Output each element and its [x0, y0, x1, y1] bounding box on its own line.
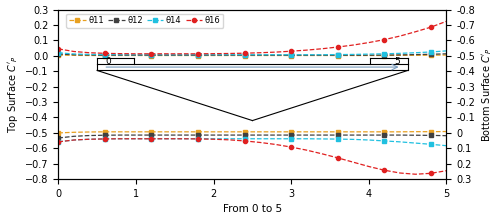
Text: 0: 0	[105, 57, 110, 66]
Y-axis label: Top Surface $C'_P$: Top Surface $C'_P$	[6, 56, 20, 133]
X-axis label: From 0 to 5: From 0 to 5	[223, 204, 282, 214]
Legend: θ11, θ12, θ14, θ16: θ11, θ12, θ14, θ16	[66, 14, 223, 28]
Text: 5: 5	[394, 57, 400, 66]
Y-axis label: Bottom Surface $C'_P$: Bottom Surface $C'_P$	[480, 47, 494, 142]
